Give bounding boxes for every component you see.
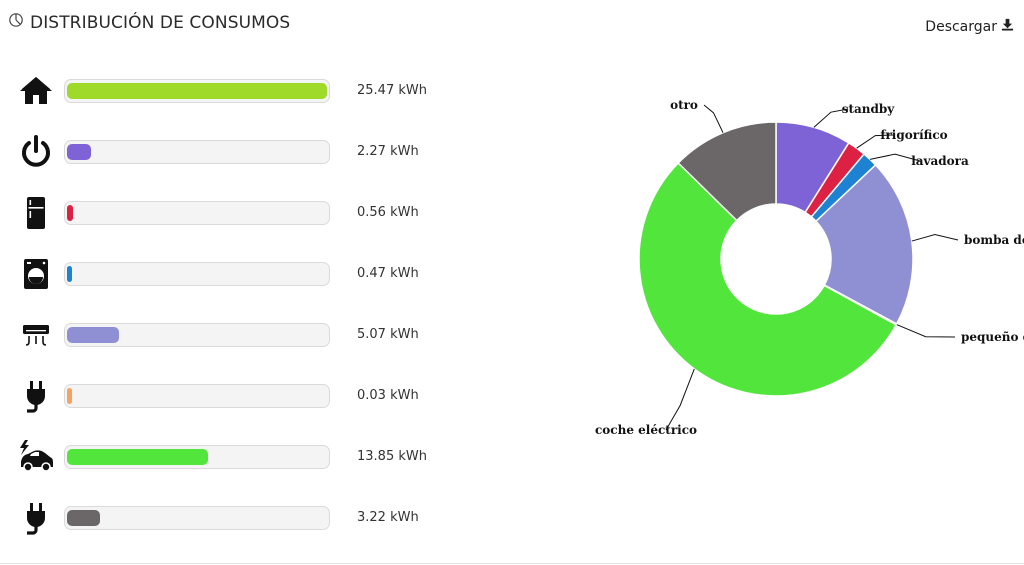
consumption-row-other: 3.22 kWh <box>18 488 478 549</box>
consumption-value: 3.22 kWh <box>357 510 419 525</box>
pie-chart-icon <box>8 12 24 33</box>
consumption-row-fridge: 0.56 kWh <box>18 183 478 244</box>
plug-icon <box>18 500 54 536</box>
consumption-bar-track <box>64 506 330 530</box>
consumption-value: 13.85 kWh <box>357 449 427 464</box>
slice-label-4: bomba de <box>964 233 1024 247</box>
fridge-icon <box>18 195 54 231</box>
consumption-row-standby: 2.27 kWh <box>18 122 478 183</box>
consumption-row-home: 25.47 kWh <box>18 61 478 122</box>
consumption-bar-track <box>64 201 330 225</box>
leader-line-2 <box>856 134 895 149</box>
consumption-row-small-appliances: 0.03 kWh <box>18 366 478 427</box>
consumption-value: 0.03 kWh <box>357 388 419 403</box>
consumption-bar-fill <box>67 388 72 404</box>
leader-line-5 <box>896 323 956 338</box>
consumption-row-electric-car: 13.85 kWh <box>18 427 478 488</box>
donut-slice-7[interactable] <box>677 121 777 222</box>
power-icon <box>18 134 54 170</box>
slice-label-2: frigorífico <box>880 128 947 142</box>
consumption-bar-track <box>64 79 330 103</box>
slice-label-6: coche eléctrico <box>595 423 697 437</box>
consumption-bar-fill <box>67 266 72 282</box>
consumption-value: 0.47 kWh <box>357 266 419 281</box>
consumption-bar-fill <box>67 449 209 465</box>
consumption-bar-fill <box>67 327 119 343</box>
consumption-bar-fill <box>67 510 100 526</box>
download-button[interactable]: Descargar <box>925 18 1014 36</box>
consumption-value: 0.56 kWh <box>357 205 419 220</box>
slice-label-7: otro <box>670 98 698 112</box>
plug-icon <box>18 378 54 414</box>
consumption-bar-track <box>64 323 330 347</box>
divider <box>0 563 1024 564</box>
leader-line-6 <box>665 368 695 431</box>
donut-slice-6[interactable] <box>638 161 898 397</box>
leader-line-3 <box>869 153 921 162</box>
consumption-row-washer: 0.47 kWh <box>18 244 478 305</box>
download-label: Descargar <box>925 19 997 35</box>
washing-machine-icon <box>18 256 54 292</box>
electric-car-icon <box>18 439 54 475</box>
consumption-bar-track <box>64 384 330 408</box>
consumption-bar-fill <box>67 205 73 221</box>
leader-line-7 <box>703 104 724 133</box>
slice-label-5: pequeño elec <box>961 330 1024 344</box>
consumption-bar-fill <box>67 83 327 99</box>
consumption-value: 25.47 kWh <box>357 83 427 98</box>
consumption-bar-track <box>64 262 330 286</box>
donut-slice-4[interactable] <box>814 163 914 325</box>
slice-label-1: standby <box>842 102 896 116</box>
page-title: DISTRIBUCIÓN DE CONSUMOS <box>30 12 291 33</box>
consumption-row-heat-pump: 5.07 kWh <box>18 305 478 366</box>
consumption-value: 2.27 kWh <box>357 144 419 159</box>
consumption-value: 5.07 kWh <box>357 327 419 342</box>
download-icon <box>1001 18 1014 36</box>
air-conditioner-icon <box>18 317 54 353</box>
donut-chart: standby frigorífico lavadora bomba de pequeñ… <box>595 98 1024 437</box>
panel-header: DISTRIBUCIÓN DE CONSUMOS <box>8 12 290 33</box>
slice-label-3: lavadora <box>911 154 969 168</box>
consumption-bar-track <box>64 445 330 469</box>
home-icon <box>18 73 54 109</box>
consumption-bar-fill <box>67 144 91 160</box>
leader-line-1 <box>813 108 849 128</box>
consumption-bar-track <box>64 140 330 164</box>
leader-line-4 <box>911 234 959 242</box>
